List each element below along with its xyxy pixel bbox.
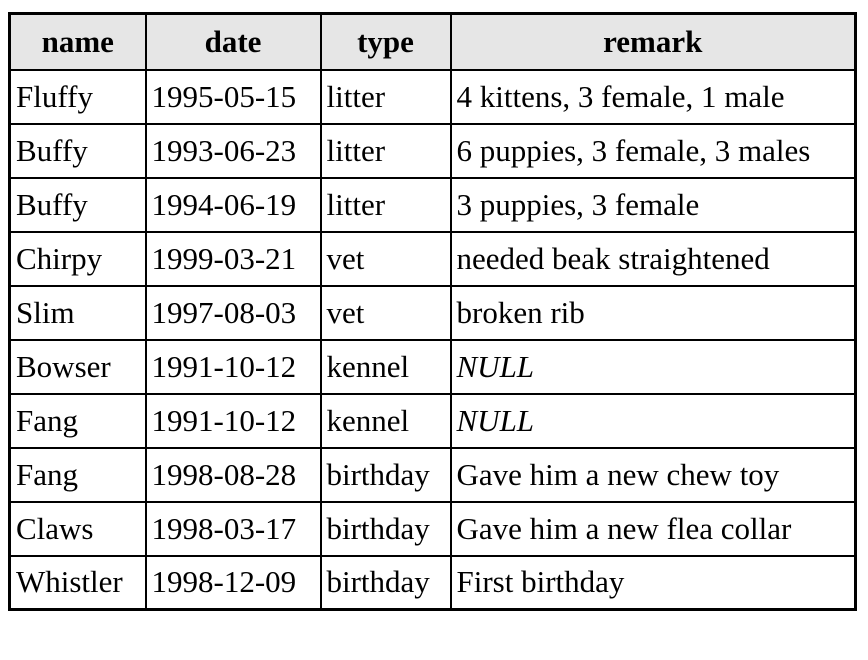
cell-date: 1991-10-12 [144, 392, 322, 449]
table-row: Claws 1998-03-17 birthday Gave him a new… [8, 500, 857, 557]
table-row: Fang 1991-10-12 kennel NULL [8, 392, 857, 449]
cell-type: litter [319, 68, 452, 125]
cell-remark: broken rib [449, 284, 857, 341]
column-header-date: date [144, 12, 322, 71]
cell-remark: Gave him a new chew toy [449, 446, 857, 503]
cell-name: Buffy [8, 122, 147, 179]
cell-name: Buffy [8, 176, 147, 233]
table-row: Fluffy 1995-05-15 litter 4 kittens, 3 fe… [8, 68, 857, 125]
cell-remark: 3 puppies, 3 female [449, 176, 857, 233]
cell-type: litter [319, 122, 452, 179]
cell-type: birthday [319, 554, 452, 611]
column-header-remark: remark [449, 12, 857, 71]
table-row: Whistler 1998-12-09 birthday First birth… [8, 554, 857, 611]
header-row: name date type remark [8, 12, 857, 71]
cell-date: 1991-10-12 [144, 338, 322, 395]
cell-remark-null: NULL [449, 392, 857, 449]
cell-date: 1998-03-17 [144, 500, 322, 557]
cell-name: Bowser [8, 338, 147, 395]
cell-date: 1997-08-03 [144, 284, 322, 341]
cell-date: 1998-12-09 [144, 554, 322, 611]
cell-remark: 6 puppies, 3 female, 3 males [449, 122, 857, 179]
table-row: Bowser 1991-10-12 kennel NULL [8, 338, 857, 395]
cell-name: Claws [8, 500, 147, 557]
cell-type: kennel [319, 392, 452, 449]
cell-remark: First birthday [449, 554, 857, 611]
cell-name: Fang [8, 392, 147, 449]
table-row: Buffy 1994-06-19 litter 3 puppies, 3 fem… [8, 176, 857, 233]
cell-type: vet [319, 230, 452, 287]
table-container: name date type remark Fluffy 1995-05-15 … [8, 12, 857, 611]
cell-date: 1995-05-15 [144, 68, 322, 125]
cell-date: 1994-06-19 [144, 176, 322, 233]
cell-date: 1993-06-23 [144, 122, 322, 179]
cell-name: Whistler [8, 554, 147, 611]
column-header-type: type [319, 12, 452, 71]
cell-remark: 4 kittens, 3 female, 1 male [449, 68, 857, 125]
cell-type: kennel [319, 338, 452, 395]
cell-name: Fluffy [8, 68, 147, 125]
table-row: Buffy 1993-06-23 litter 6 puppies, 3 fem… [8, 122, 857, 179]
cell-name: Slim [8, 284, 147, 341]
events-table: name date type remark Fluffy 1995-05-15 … [8, 12, 857, 611]
column-header-name: name [8, 12, 147, 71]
table-row: Slim 1997-08-03 vet broken rib [8, 284, 857, 341]
cell-name: Chirpy [8, 230, 147, 287]
table-row: Fang 1998-08-28 birthday Gave him a new … [8, 446, 857, 503]
cell-date: 1998-08-28 [144, 446, 322, 503]
cell-type: vet [319, 284, 452, 341]
cell-name: Fang [8, 446, 147, 503]
cell-date: 1999-03-21 [144, 230, 322, 287]
cell-remark: Gave him a new flea collar [449, 500, 857, 557]
cell-type: birthday [319, 500, 452, 557]
cell-remark: needed beak straightened [449, 230, 857, 287]
cell-type: birthday [319, 446, 452, 503]
table-row: Chirpy 1999-03-21 vet needed beak straig… [8, 230, 857, 287]
cell-type: litter [319, 176, 452, 233]
cell-remark-null: NULL [449, 338, 857, 395]
